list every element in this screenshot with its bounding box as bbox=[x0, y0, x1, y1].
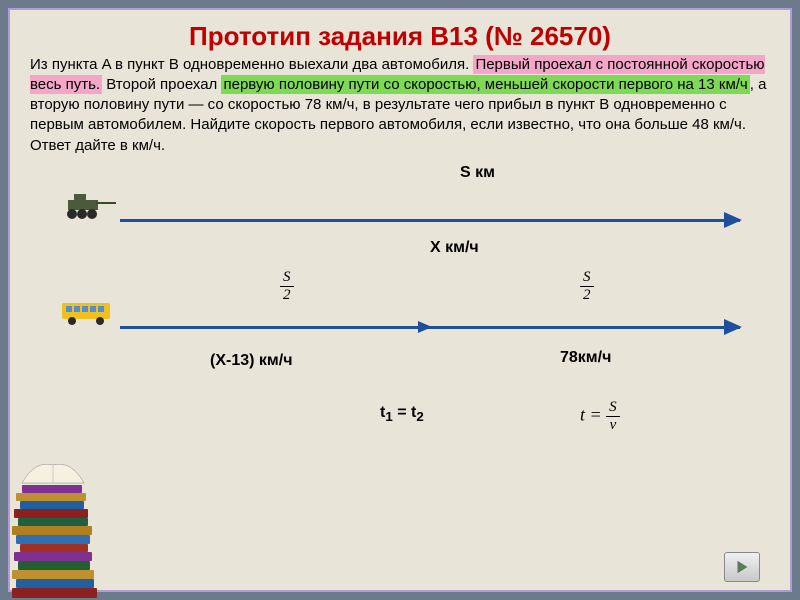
text-segment: Второй проехал bbox=[102, 76, 221, 93]
equation-t1t2: t1 = t2 bbox=[380, 404, 424, 424]
vehicle-2-icon bbox=[60, 299, 115, 327]
eq-part: = t bbox=[393, 404, 417, 421]
frac-num: S bbox=[580, 269, 594, 287]
next-button[interactable] bbox=[724, 552, 760, 582]
label-x13: (X-13) км/ч bbox=[210, 352, 292, 370]
eq-sub: 1 bbox=[385, 409, 392, 424]
frac-den: 2 bbox=[280, 287, 294, 304]
vehicle-1-icon bbox=[60, 192, 120, 222]
books-decoration bbox=[2, 418, 112, 598]
label-78: 78км/ч bbox=[560, 349, 611, 367]
label-x: X км/ч bbox=[430, 239, 479, 257]
frac-den: 2 bbox=[580, 287, 594, 304]
problem-text: Из пункта A в пункт B одновременно выеха… bbox=[30, 55, 770, 156]
arrow-car1 bbox=[120, 219, 740, 222]
frac-den: v bbox=[606, 417, 620, 434]
slide-title: Прототип задания B13 (№ 26570) bbox=[30, 22, 770, 51]
fraction-s2-left: S2 bbox=[280, 269, 294, 304]
formula-tsv: t = Sv bbox=[580, 399, 620, 434]
arrow-car2-half bbox=[120, 326, 430, 329]
slide-frame: Прототип задания B13 (№ 26570) Из пункта… bbox=[8, 8, 792, 592]
fraction-s2-right: S2 bbox=[580, 269, 594, 304]
text-segment: Из пункта A в пункт B одновременно выеха… bbox=[30, 56, 473, 73]
diagram-area: S км X км/ч S2 S2 bbox=[30, 164, 770, 474]
eq-sub: 2 bbox=[416, 409, 423, 424]
highlight-green: первую половину пути со скоростью, меньш… bbox=[221, 75, 749, 94]
play-icon bbox=[733, 558, 751, 576]
label-s: S км bbox=[460, 164, 495, 182]
formula-lhs: t = bbox=[580, 404, 606, 424]
frac-num: S bbox=[606, 399, 620, 417]
frac-num: S bbox=[280, 269, 294, 287]
